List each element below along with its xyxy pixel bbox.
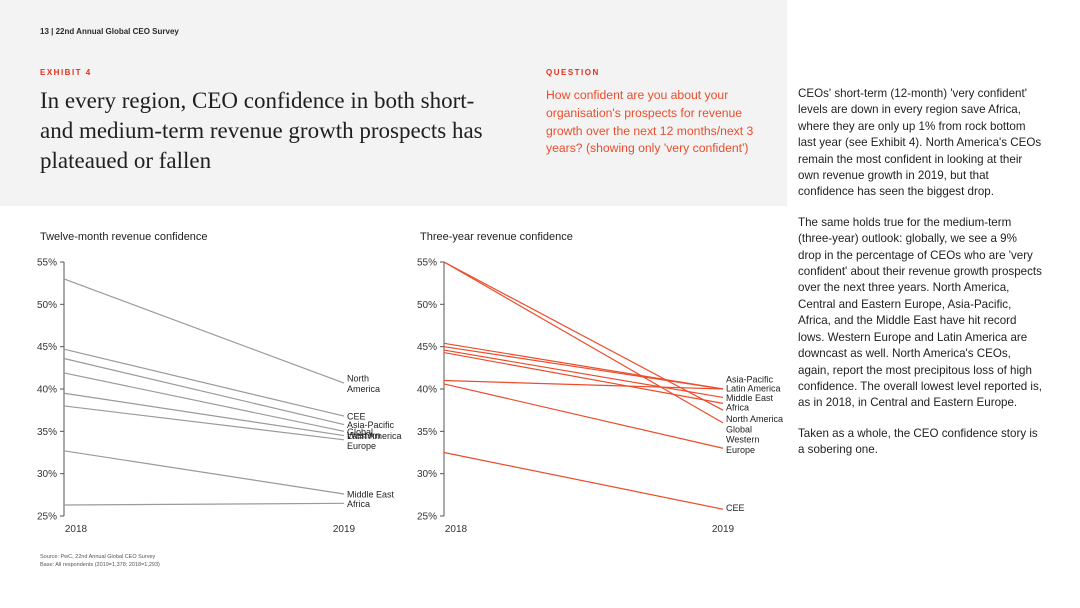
exhibit-label: EXHIBIT 4	[40, 68, 92, 77]
y-tick-label: 30%	[37, 469, 57, 480]
series-end-label: CEE	[347, 412, 366, 422]
series-end-label-line: America	[347, 384, 380, 394]
body-paragraph: The same holds true for the medium-term …	[798, 215, 1043, 410]
series-line	[443, 352, 724, 404]
three-year-chart: 25% 30% 35% 40% 45% 50% 55% 2018 2019 Asia-Pacifi…	[417, 258, 783, 536]
series-end-label-line: Middle East	[347, 489, 395, 499]
series-end-label: North America	[726, 414, 783, 424]
x-tick-label: 2019	[333, 524, 356, 535]
y-tick-label: 35%	[417, 427, 437, 438]
x-tick-label: 2018	[65, 524, 88, 535]
series-line	[63, 502, 345, 506]
series-end-label: CEE	[726, 503, 745, 513]
header-band	[0, 0, 787, 206]
series-end-label-line: CEE	[347, 412, 366, 422]
series-line	[443, 261, 724, 424]
x-tick-label: 2018	[445, 524, 468, 535]
series-end-label-line: Africa	[347, 499, 370, 509]
y-tick-label: 40%	[417, 385, 437, 396]
y-tick-label: 45%	[417, 342, 437, 353]
series-end-label-line: Global	[347, 427, 373, 437]
y-tick-label: 25%	[37, 512, 57, 523]
series-end-label: Middle East	[726, 393, 774, 403]
body-paragraph: Taken as a whole, the CEO confidence sto…	[798, 426, 1038, 457]
series-line	[63, 348, 345, 417]
y-tick-label: 45%	[37, 342, 57, 353]
series-line	[63, 372, 345, 432]
series-end-label-line: CEE	[726, 503, 745, 513]
series-end-label-line: Europe	[347, 441, 376, 451]
page-meta: 13 | 22nd Annual Global CEO Survey	[40, 27, 179, 36]
series-end-label: Africa	[347, 499, 370, 509]
source-line: Base: All respondents (2019=1,378; 2018=…	[40, 562, 160, 568]
question-label: QUESTION	[546, 68, 600, 77]
series-end-label: Latin America	[347, 431, 402, 441]
y-tick-label: 50%	[417, 300, 437, 311]
y-tick-label: 35%	[37, 427, 57, 438]
headline: In every region, CEO confidence in both …	[40, 88, 483, 173]
series-end-label: Global	[347, 427, 373, 437]
series-end-label-line: Western	[347, 430, 380, 440]
series-end-label: North America	[347, 374, 380, 395]
y-tick-label: 25%	[417, 512, 437, 523]
chart-title-three-year: Three-year revenue confidence	[420, 231, 573, 243]
question-text: How confident are you about your organis…	[546, 88, 754, 156]
series-end-label: Western Europe	[347, 430, 380, 451]
y-tick-label: 40%	[37, 385, 57, 396]
series-line	[63, 357, 345, 426]
chart-title-twelve-month: Twelve-month revenue confidence	[40, 231, 208, 243]
series-end-label-line: North America	[726, 414, 783, 424]
source-note: Source: PwC, 22nd Annual Global CEO Surv…	[40, 553, 160, 569]
series-end-label-line: Global	[726, 424, 752, 434]
x-tick-label: 2019	[712, 524, 735, 535]
series-end-label: Western Europe	[726, 435, 759, 456]
series-end-label: Latin America	[726, 384, 781, 394]
series-end-label-line: Africa	[726, 402, 749, 412]
series-line	[443, 349, 724, 399]
y-tick-label: 50%	[37, 300, 57, 311]
series-line	[443, 383, 724, 449]
body-text: CEOs' short-term (12-month) 'very confid…	[798, 86, 1043, 473]
series-end-label-line: Latin America	[726, 384, 781, 394]
twelve-month-chart: 25% 30% 35% 40% 45% 50% 55% 2018 2019 North Americ…	[37, 258, 402, 536]
series-end-label-line: Asia-Pacific	[347, 420, 395, 430]
source-line: Source: PwC, 22nd Annual Global CEO Surv…	[40, 554, 156, 560]
series-end-label: Asia-Pacific	[347, 420, 395, 430]
series-line	[443, 346, 724, 390]
series-line	[63, 450, 345, 495]
series-end-label: Africa	[726, 402, 749, 412]
y-tick-label: 30%	[417, 469, 437, 480]
series-line	[443, 379, 724, 390]
series-line	[443, 451, 724, 510]
series-line	[63, 278, 345, 384]
series-end-label-line: Middle East	[726, 393, 774, 403]
y-tick-label: 55%	[417, 258, 437, 269]
series-end-label: Middle East	[347, 489, 395, 499]
series-end-label-line: Asia-Pacific	[726, 374, 774, 384]
y-tick-label: 55%	[37, 258, 57, 269]
series-end-label: Asia-Pacific	[726, 374, 774, 384]
series-line	[443, 261, 724, 411]
series-end-label-line: Western	[726, 435, 759, 445]
series-end-label-line: Latin America	[347, 431, 402, 441]
body-paragraph: CEOs' short-term (12-month) 'very confid…	[798, 87, 1042, 199]
series-end-label: Global	[726, 424, 752, 434]
series-line	[63, 405, 345, 441]
series-end-label-line: Europe	[726, 445, 755, 455]
series-line	[63, 392, 345, 437]
series-end-label-line: North	[347, 374, 369, 384]
